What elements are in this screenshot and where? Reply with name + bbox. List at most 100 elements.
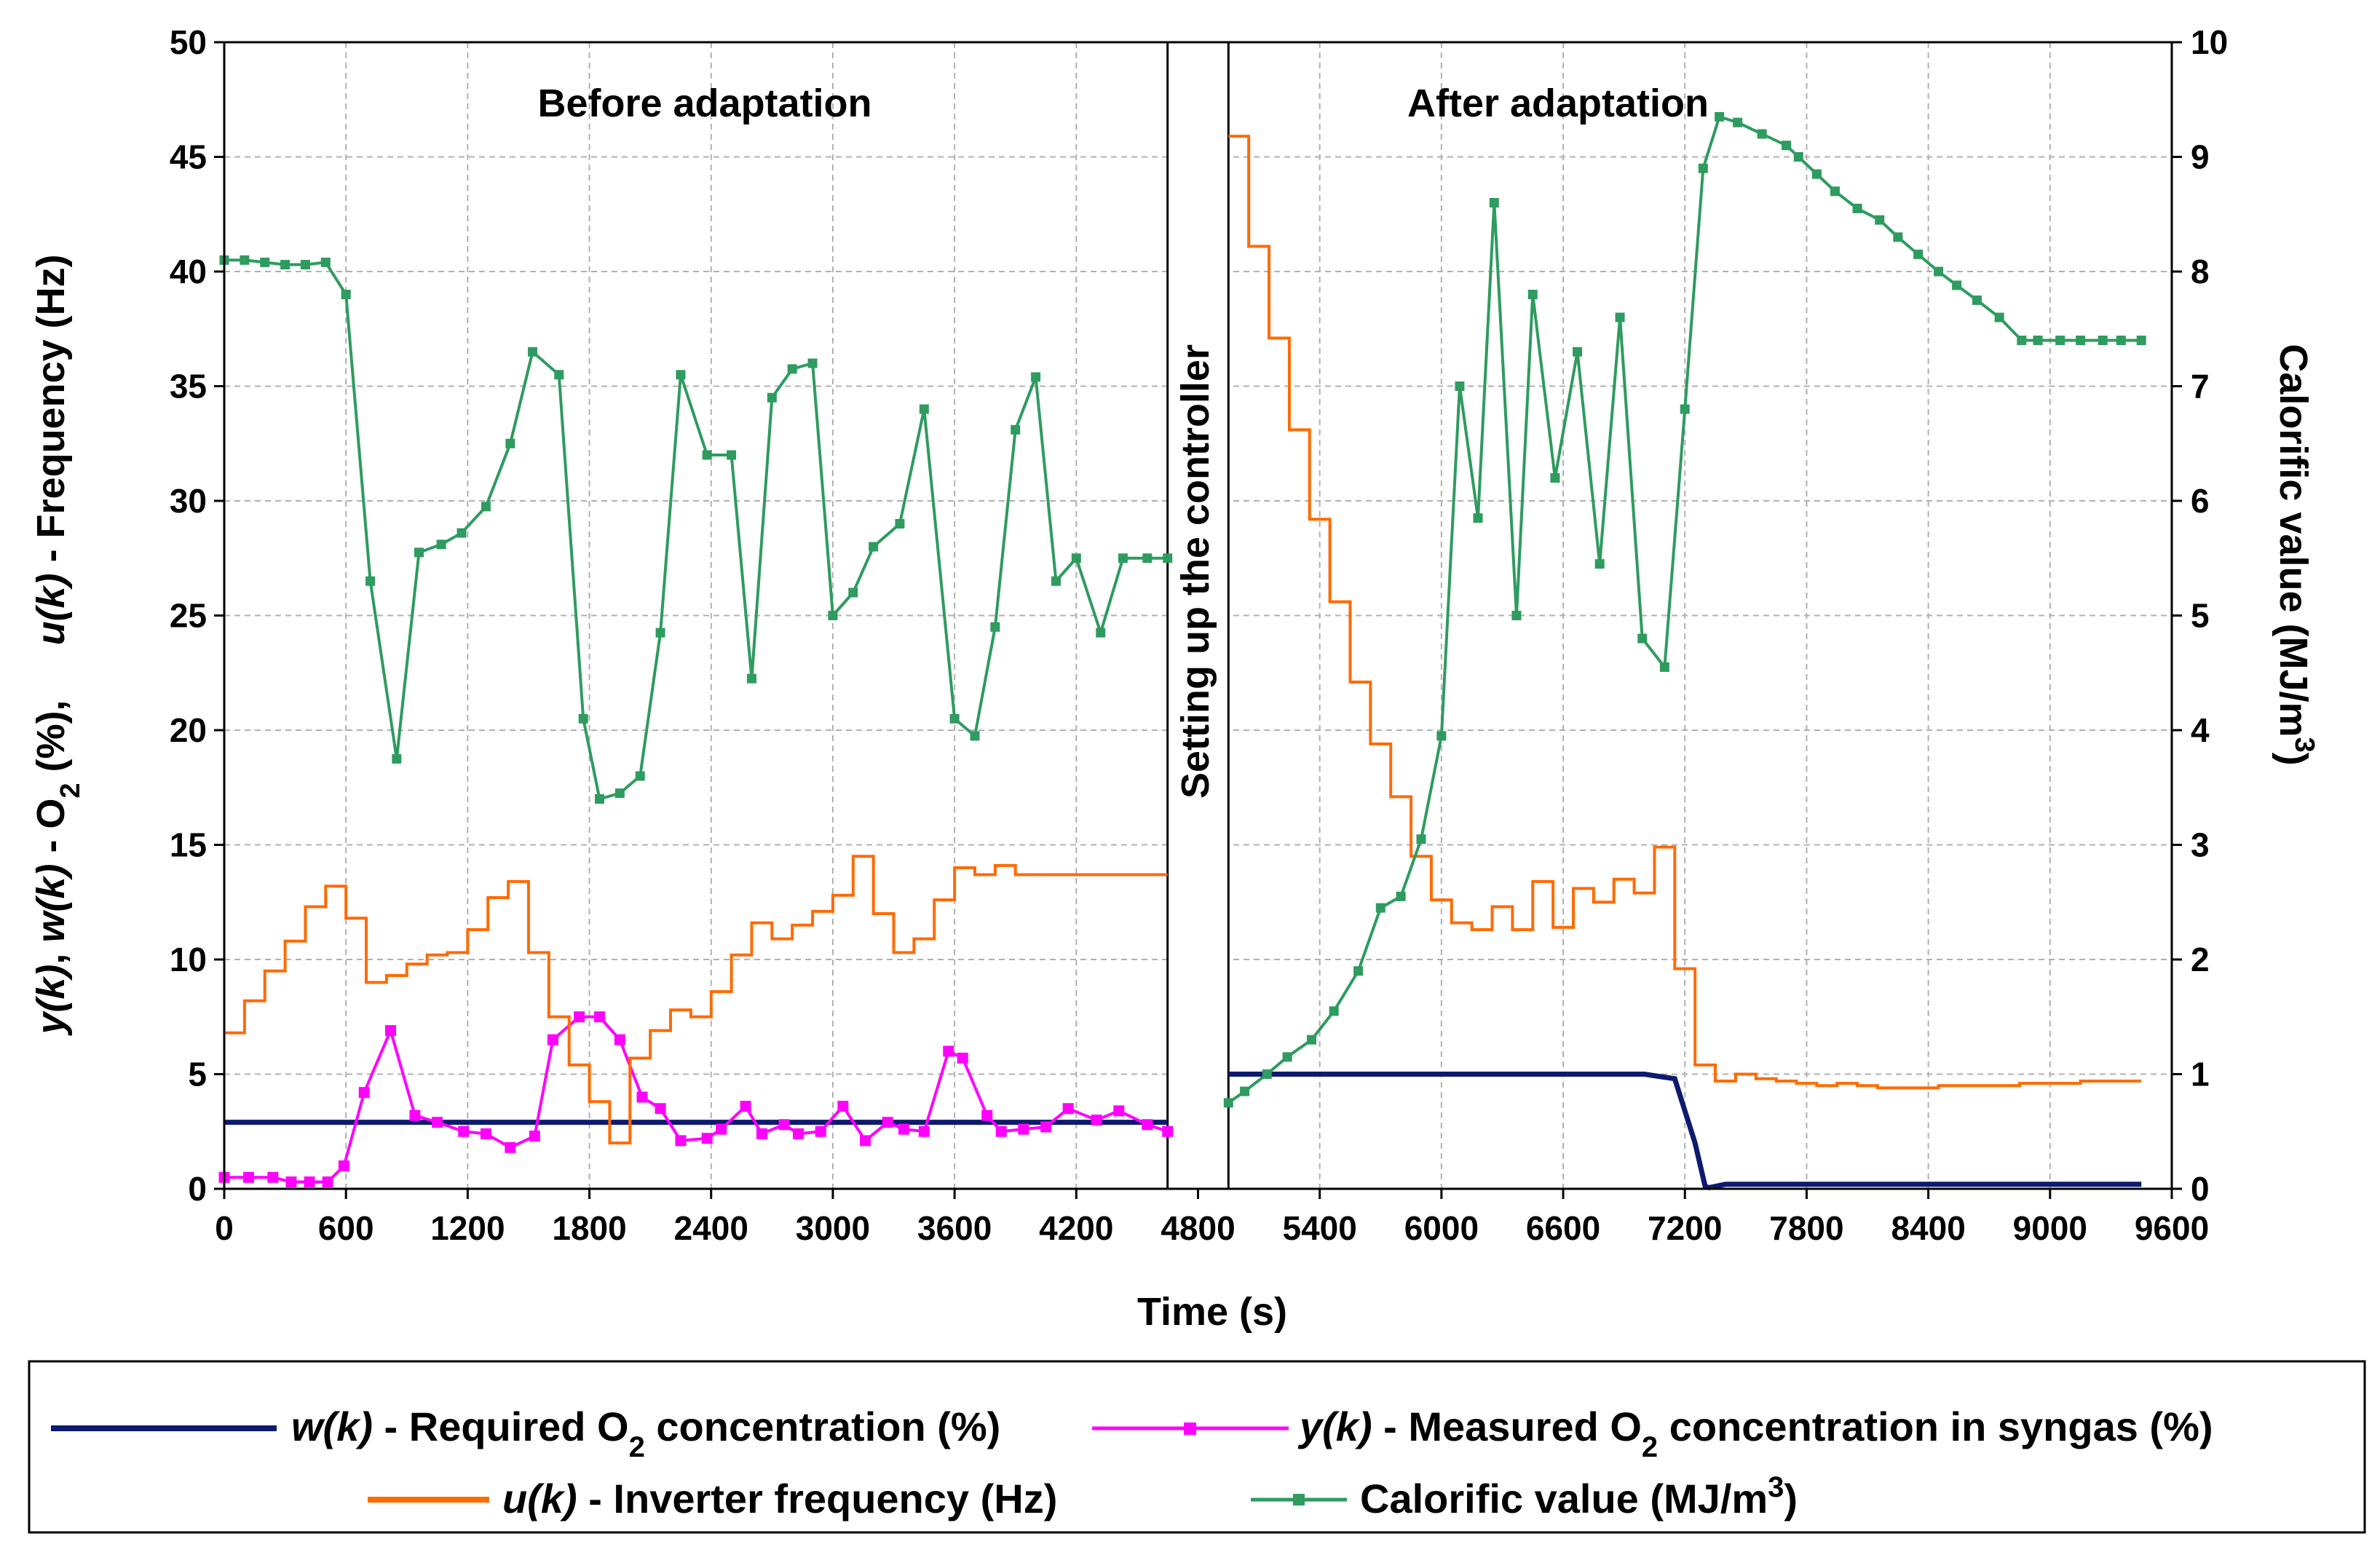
y-left-tick-label: 45 (170, 138, 207, 176)
x-tick-label: 3000 (796, 1209, 870, 1247)
data-point-cal (505, 438, 515, 448)
legend-label-y: y(k) - Measured O2 concentration in syng… (1297, 1404, 2213, 1463)
data-point-cal (1511, 611, 1522, 620)
y-left-tick-label: 5 (188, 1056, 207, 1093)
data-point-y (756, 1128, 767, 1139)
series-line-cal (1227, 114, 2142, 1104)
data-point-y (636, 1091, 648, 1103)
y-right-tick-label: 2 (2191, 941, 2210, 978)
data-point-y (860, 1135, 871, 1147)
data-point-cal (1972, 295, 1982, 305)
series-layer (218, 111, 2146, 1191)
data-point-cal (1455, 381, 1465, 391)
legend-y-sub: 2 (1642, 1431, 1658, 1463)
data-point-cal (1715, 111, 1725, 122)
data-point-cal (1793, 152, 1803, 162)
data-point-cal (655, 628, 665, 638)
data-point-cal (949, 713, 960, 724)
legend-swatch-y-marker (1184, 1422, 1196, 1435)
data-point-y (1113, 1105, 1125, 1117)
legend-swatch-cal-marker (1293, 1494, 1305, 1505)
data-point-cal (1240, 1086, 1250, 1096)
data-point-cal (919, 404, 929, 414)
data-point-y (1062, 1103, 1074, 1115)
data-point-cal (528, 347, 538, 357)
legend-u-name: u(k) (502, 1476, 577, 1522)
data-point-y (716, 1123, 727, 1135)
data-point-cal (869, 542, 879, 552)
data-point-cal (1223, 1098, 1233, 1108)
y-left-tick-label: 40 (170, 253, 207, 290)
legend-cal-text2: ) (1784, 1476, 1798, 1522)
data-point-cal (2033, 336, 2043, 345)
legend-w-sub: 2 (629, 1431, 645, 1463)
data-point-cal (1282, 1052, 1292, 1062)
data-point-cal (341, 290, 351, 299)
data-point-cal (1118, 553, 1128, 563)
y-right-tick-label: 9 (2191, 138, 2210, 176)
y-left-title-part: - O (29, 799, 73, 864)
data-point-cal (392, 753, 402, 764)
annotation-before-adaptation: Before adaptation (537, 82, 871, 125)
data-point-y (432, 1117, 443, 1128)
y-left-title-part: w(k) (29, 864, 73, 943)
data-point-y (267, 1171, 279, 1183)
data-point-cal (990, 622, 1000, 632)
legend-w-name: w(k) (291, 1404, 373, 1449)
axes: 0 600 1200 1800 2400 3000 3600 4200 4800 5400 6000… (170, 23, 2228, 1247)
data-point-cal (787, 364, 797, 374)
y-right-tick-label: 3 (2191, 826, 2210, 864)
data-point-cal (456, 528, 467, 538)
data-point-cal (2055, 336, 2065, 345)
data-point-cal (1733, 117, 1743, 127)
data-point-cal (970, 731, 980, 741)
legend-y-text2: concentration in syngas (%) (1658, 1404, 2213, 1449)
data-point-cal (481, 502, 491, 512)
series-line-w (1228, 1072, 2142, 1191)
data-point-cal (280, 260, 290, 270)
data-point-cal (554, 370, 564, 380)
y-left-title-part: u(k) (29, 573, 73, 645)
legend: w(k) - Required O2 concentration (%) y(k… (28, 1360, 2366, 1534)
legend-w-text: - Required O (373, 1404, 629, 1449)
data-point-cal (1893, 232, 1903, 242)
y-right-tick-label: 8 (2191, 253, 2210, 290)
data-point-cal (1952, 280, 1962, 290)
data-point-y (547, 1034, 558, 1045)
data-point-y (943, 1045, 954, 1057)
y-left-tick-label: 0 (188, 1170, 207, 1208)
data-point-y (358, 1087, 370, 1099)
y-right-tick-label: 6 (2191, 482, 2210, 520)
data-point-cal (1011, 424, 1021, 435)
data-point-y (882, 1117, 893, 1128)
data-point-y (957, 1052, 968, 1064)
data-point-cal (1782, 141, 1792, 151)
y-left-tick-label: 20 (170, 711, 207, 749)
y-right-tick-label: 1 (2191, 1056, 2210, 1093)
data-point-y (837, 1101, 849, 1112)
y-right-tick-label: 0 (2191, 1170, 2210, 1208)
data-point-y (304, 1176, 315, 1188)
data-point-y (322, 1176, 333, 1188)
data-point-cal (1071, 553, 1081, 563)
data-point-cal (1573, 347, 1583, 357)
data-point-y (981, 1109, 993, 1121)
data-point-cal (1329, 1006, 1339, 1016)
x-tick-label: 5400 (1283, 1209, 1357, 1247)
series-line-u (1228, 135, 2142, 1090)
data-point-y (675, 1135, 687, 1147)
y-left-tick-label: 15 (170, 826, 207, 864)
y-left-axis-title: y(k), w(k) - O2 (%), u(k) - Frequency (H… (29, 254, 86, 1036)
data-point-cal (702, 450, 712, 460)
data-point-cal (1680, 404, 1690, 414)
y-left-tick-label: 10 (170, 941, 207, 978)
series-w (224, 1072, 2142, 1191)
data-point-cal (1550, 473, 1560, 483)
data-point-cal (414, 547, 424, 558)
data-point-y (1018, 1123, 1029, 1135)
x-tick-label: 1200 (430, 1209, 505, 1247)
data-point-cal (1489, 198, 1499, 207)
annotation-after-adaptation: After adaptation (1407, 82, 1709, 125)
data-point-y (242, 1171, 254, 1183)
y-left-title-part: (%), (29, 645, 73, 783)
